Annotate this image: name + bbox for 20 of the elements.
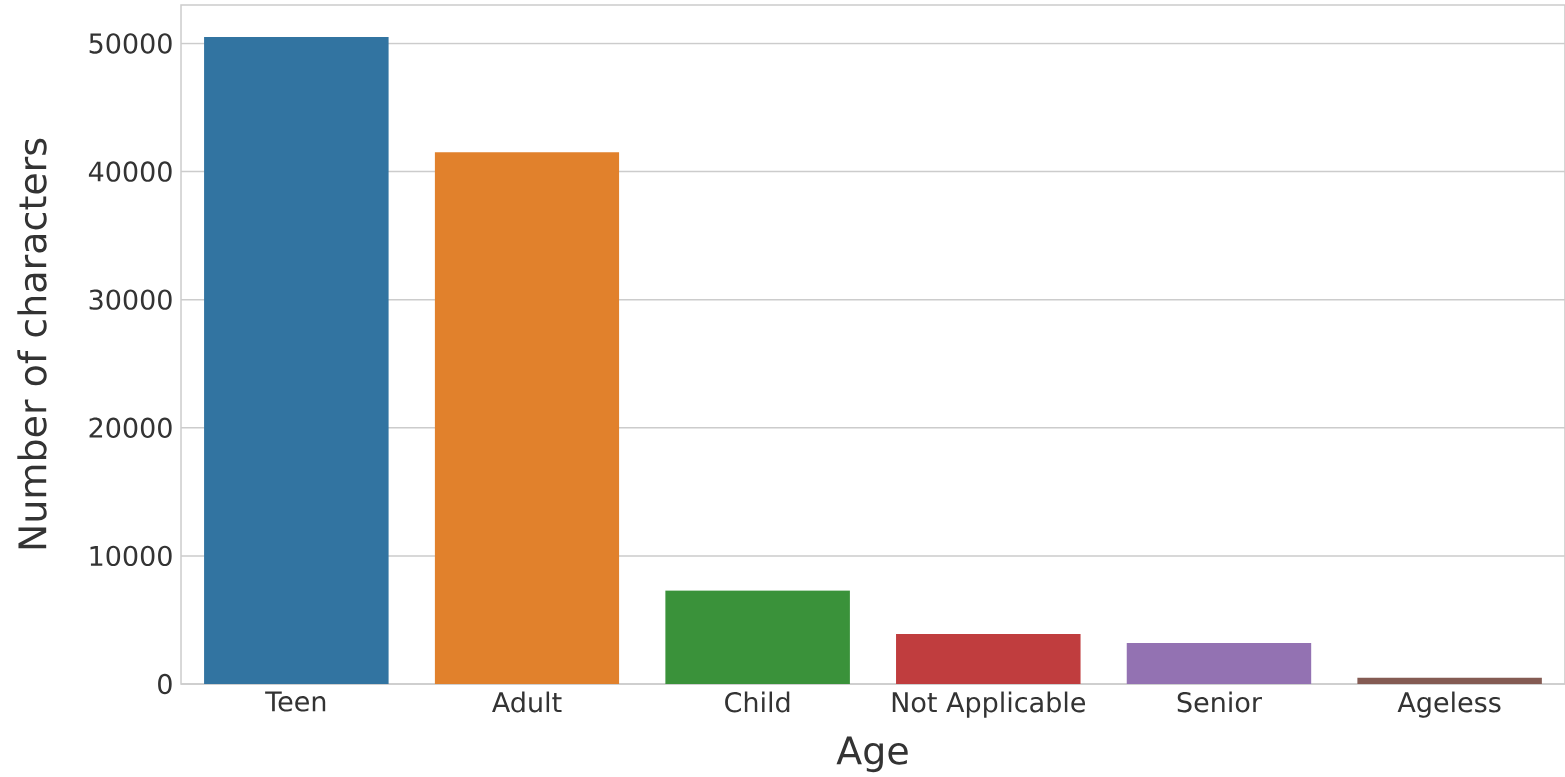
y-axis-title: Number of characters bbox=[17, 138, 47, 549]
x-tick-label: Child bbox=[725, 691, 790, 713]
x-tick-label: Adult bbox=[492, 691, 562, 713]
bar bbox=[434, 152, 620, 684]
bar bbox=[665, 590, 850, 684]
x-tick-label: Not Applicable bbox=[892, 691, 1086, 718]
x-tick-label: Senior bbox=[1177, 691, 1262, 713]
bar bbox=[896, 634, 1081, 684]
y-tick-label: 50000 bbox=[89, 33, 172, 54]
bar bbox=[1357, 677, 1542, 684]
y-tick-label: 30000 bbox=[89, 289, 172, 310]
bar bbox=[1126, 643, 1312, 684]
y-tick-label: 20000 bbox=[89, 417, 172, 438]
bar bbox=[204, 37, 389, 684]
y-tick-label: 0 bbox=[158, 673, 172, 695]
x-tick-label: Ageless bbox=[1397, 691, 1501, 718]
y-tick-label: 10000 bbox=[90, 545, 172, 567]
x-axis-title: Age bbox=[836, 736, 908, 773]
y-tick-label: 40000 bbox=[88, 161, 172, 182]
x-tick-label: Teen bbox=[265, 691, 326, 712]
